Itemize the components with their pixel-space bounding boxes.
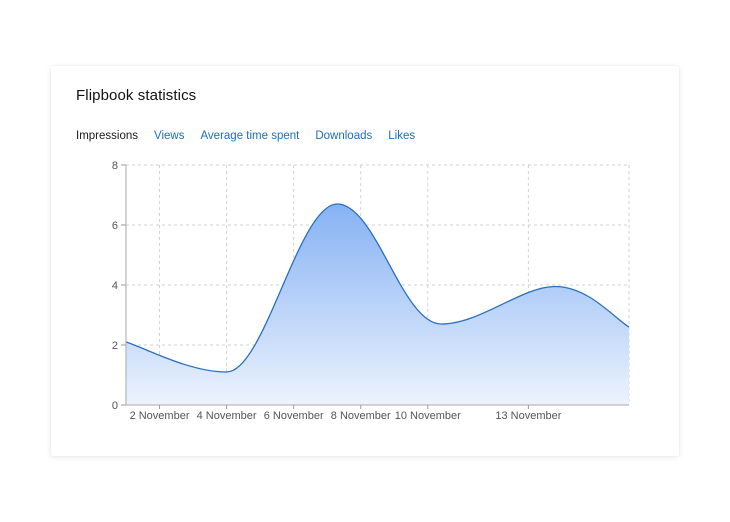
y-tick-label: 4	[112, 280, 118, 292]
impressions-area-chart: 0 2 4 6 8 2 November 4 November 6 November 8 Nov…	[112, 160, 631, 422]
data-point	[225, 370, 229, 374]
x-tick-label: 13 November	[495, 410, 561, 422]
data-point	[439, 322, 443, 326]
y-tick-label: 0	[112, 400, 118, 412]
x-tick-label: 8 November	[331, 410, 391, 422]
x-tick-label: 10 November	[395, 410, 461, 422]
y-tick-label: 8	[112, 160, 118, 172]
impressions-area	[126, 204, 629, 405]
data-point	[627, 325, 631, 329]
tab-likes[interactable]: Likes	[388, 130, 416, 142]
x-tick-label: 6 November	[264, 410, 324, 422]
metric-tabs: Impressions Views Average time spent Dow…	[75, 128, 430, 144]
data-point	[553, 285, 557, 289]
x-tick-label: 2 November	[130, 410, 190, 422]
tab-views[interactable]: Views	[154, 130, 185, 142]
y-tick-label: 2	[112, 340, 118, 352]
tab-downloads[interactable]: Downloads	[315, 130, 373, 142]
y-tick-label: 6	[112, 220, 118, 232]
x-tick-label: 4 November	[197, 410, 257, 422]
tab-average-time-spent[interactable]: Average time spent	[200, 130, 300, 142]
tab-impressions[interactable]: Impressions	[76, 130, 138, 142]
data-point	[335, 202, 339, 206]
impressions-line	[125, 203, 630, 373]
card-title: Flipbook statistics	[76, 87, 197, 104]
